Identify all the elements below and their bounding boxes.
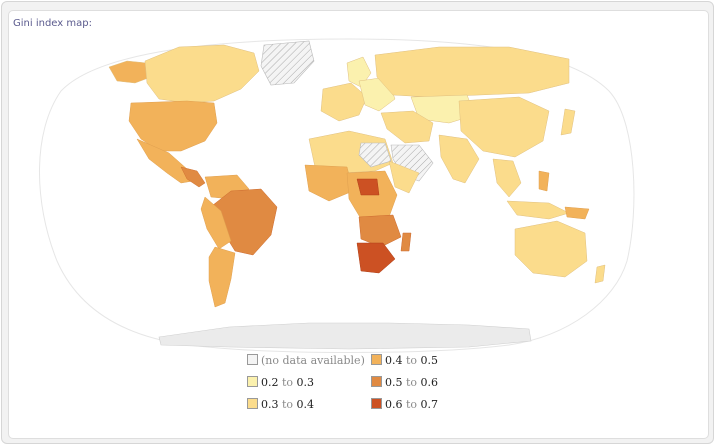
legend-from-4: 0.5 [385,376,403,389]
region-southern-central-africa [358,214,402,248]
legend-swatch-range-3 [371,354,382,365]
legend-swatch-range-5 [371,398,382,409]
region-mexico [136,138,194,184]
region-sudan [358,142,392,168]
legend-to-3: 0.5 [420,354,439,367]
region-usa [128,100,218,152]
legend-swatch-range-1 [247,376,258,387]
region-india [438,134,480,184]
legend-to-5: 0.7 [420,398,439,411]
region-southeast-asia [492,158,522,198]
region-alaska [108,60,152,84]
region-antarctica [158,322,532,350]
region-russia [374,46,570,98]
region-madagascar [400,232,412,252]
region-horn-of-africa [388,160,420,194]
map-title: Gini index map: [13,18,92,29]
legend-to-word-5: to [406,398,418,411]
legend-from-2: 0.3 [261,398,279,411]
region-papua [564,206,590,220]
region-japan [560,108,576,136]
region-south-africa [356,242,396,274]
legend-to-word-4: to [406,376,418,389]
legend-to-word-2: to [282,398,294,411]
legend-swatch-nodata [247,354,258,365]
map-legend: (no data available) 0.2 to 0.3 0.3 to 0.… [247,354,487,420]
legend-to-word-3: to [406,354,418,367]
legend-item-range-4: 0.5 to 0.6 [371,376,438,390]
world-choropleth-map [39,38,635,353]
region-turkey-iran [380,110,434,144]
legend-item-range-3: 0.4 to 0.5 [371,354,438,368]
region-canada [144,44,260,104]
region-west-africa [304,164,354,202]
region-indonesia [506,200,570,220]
legend-swatch-range-4 [371,376,382,387]
legend-from-5: 0.6 [385,398,403,411]
legend-item-range-1: 0.2 to 0.3 [247,376,314,390]
region-philippines [538,170,550,192]
region-car [356,178,380,196]
legend-from-3: 0.4 [385,354,403,367]
legend-item-range-5: 0.6 to 0.7 [371,398,438,412]
globe-outline [39,38,635,353]
legend-to-2: 0.4 [296,398,315,411]
region-new-zealand [594,264,606,284]
region-western-europe [320,82,368,122]
legend-item-nodata: (no data available) [247,354,365,368]
region-china [458,96,550,158]
region-central-america [180,166,206,188]
legend-to-word-1: to [282,376,294,389]
region-argentina-chile [208,246,236,308]
region-greenland [260,40,315,86]
region-australia [514,220,588,278]
legend-item-range-2: 0.3 to 0.4 [247,398,314,412]
map-frame: Gini index map: [8,10,709,439]
legend-to-4: 0.6 [420,376,439,389]
legend-to-1: 0.3 [296,376,315,389]
legend-from-1: 0.2 [261,376,279,389]
legend-swatch-range-2 [247,398,258,409]
legend-label-nodata: (no data available) [261,354,365,367]
